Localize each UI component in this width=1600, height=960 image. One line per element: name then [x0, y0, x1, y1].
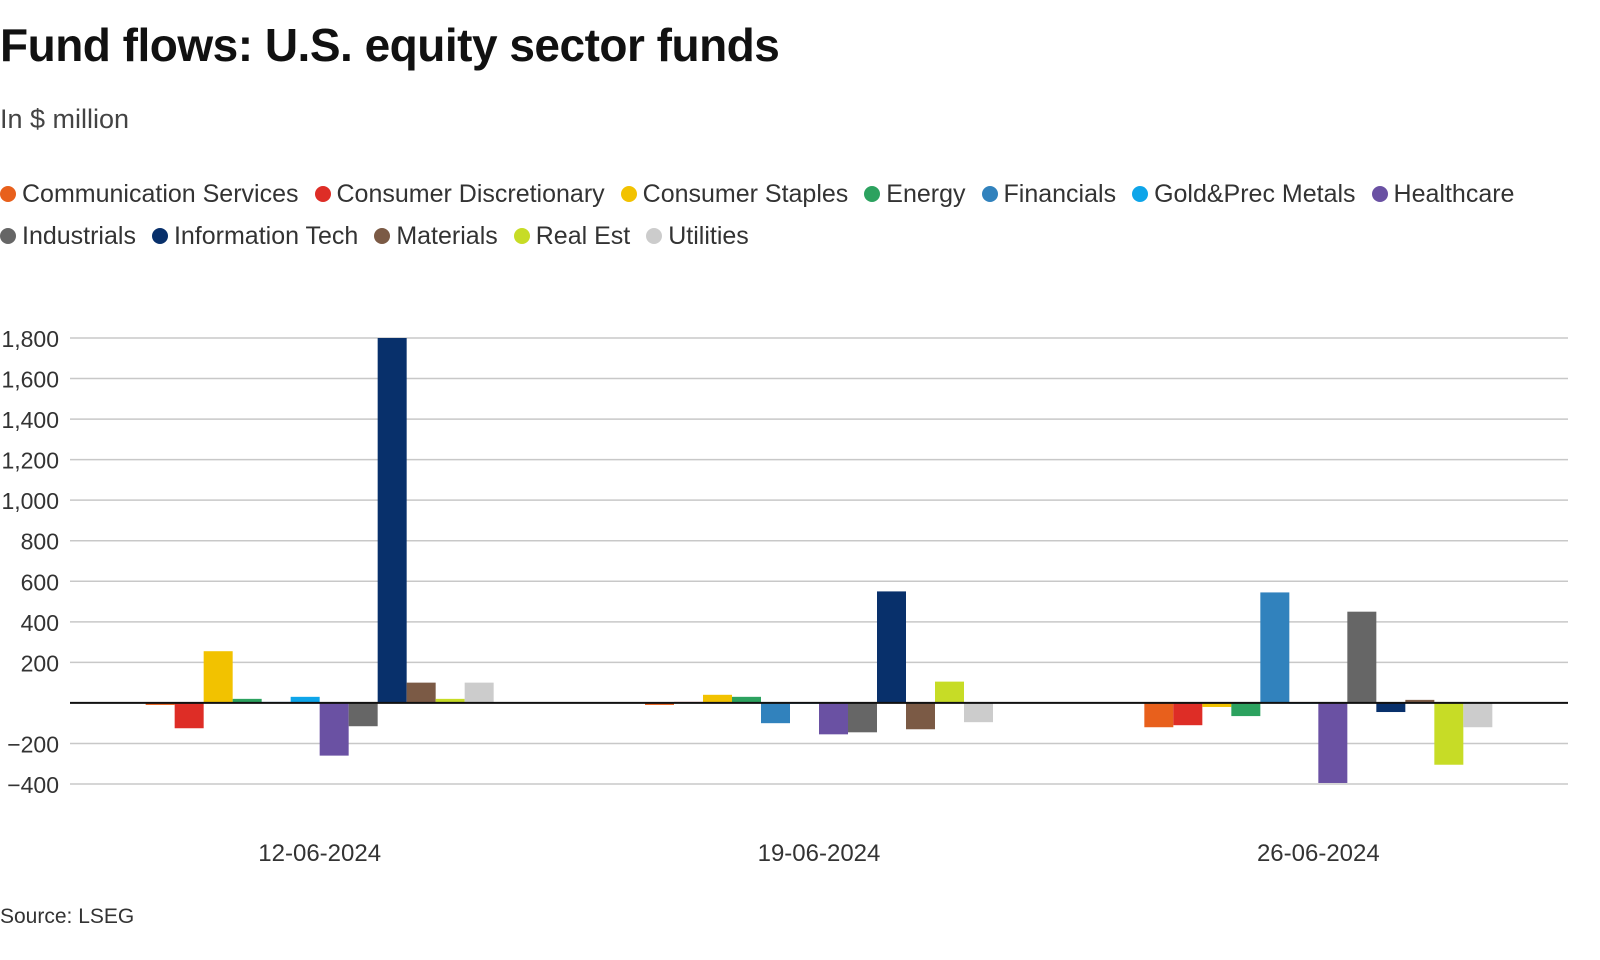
legend-swatch [0, 186, 16, 202]
y-tick-label: −200 [7, 731, 59, 757]
chart-legend: Communication Services Consumer Discretio… [0, 180, 1580, 250]
chart-title: Fund flows: U.S. equity sector funds [0, 19, 780, 71]
bar-industrials-26-06-2024 [1347, 611, 1377, 703]
y-tick-label: 800 [21, 529, 59, 555]
y-tick-label: 200 [21, 650, 59, 676]
legend-swatch [620, 186, 637, 202]
legend-item-healthcare: Healthcare [1371, 179, 1515, 208]
y-tick-label: 1,600 [1, 367, 59, 393]
y-tick-label: 1,400 [1, 407, 59, 433]
legend-swatch [1371, 186, 1388, 202]
bar-utilities-19-06-2024 [964, 702, 993, 723]
x-tick-label: 19-06-2024 [758, 840, 881, 867]
y-tick-label: 1,800 [1, 326, 59, 352]
bar-utilities-26-06-2024 [1463, 702, 1493, 728]
legend-item-communication-services: Communication Services [0, 180, 299, 208]
bar-information-tech-12-06-2024 [377, 338, 407, 703]
bar-communication-services-26-06-2024 [1144, 702, 1174, 728]
bar-real-est-26-06-2024 [1434, 702, 1464, 765]
bar-financials-26-06-2024 [1260, 592, 1290, 703]
legend-label: Industrials [22, 221, 136, 250]
x-tick-label: 12-06-2024 [258, 840, 381, 867]
bar-industrials-19-06-2024 [848, 702, 877, 733]
bar-communication-services-12-06-2024 [145, 702, 175, 705]
legend-label: Consumer Discretionary [336, 179, 605, 208]
legend-label: Materials [396, 221, 498, 250]
bar-real-est-12-06-2024 [435, 698, 465, 703]
legend-item-financials: Financials [981, 179, 1117, 208]
source-note: Source: LSEG [0, 905, 135, 928]
y-tick-label: 400 [21, 610, 59, 636]
legend-item-information-tech: Information Tech [151, 221, 359, 250]
y-tick-label: 1,000 [1, 488, 59, 514]
bar-energy-26-06-2024 [1231, 702, 1261, 717]
bar-utilities-12-06-2024 [464, 682, 494, 703]
legend-label: Consumer Staples [642, 179, 849, 208]
bar-healthcare-12-06-2024 [319, 702, 349, 756]
bar-materials-26-06-2024 [1405, 699, 1435, 703]
y-tick-label: 1,200 [1, 448, 59, 474]
legend-swatch [374, 228, 391, 244]
legend-label: Gold&Prec Metals [1154, 179, 1356, 208]
bar-information-tech-26-06-2024 [1376, 702, 1406, 713]
bar-financials-19-06-2024 [761, 702, 790, 724]
bar-gold-prec-metals-12-06-2024 [290, 696, 320, 703]
legend-label: Energy [886, 179, 966, 208]
legend-swatch [314, 186, 331, 202]
bar-communication-services-19-06-2024 [645, 702, 674, 705]
bar-energy-12-06-2024 [232, 698, 262, 703]
legend-swatch [1132, 186, 1149, 202]
legend-swatch [0, 228, 16, 244]
bar-consumer-discretionary-12-06-2024 [174, 702, 204, 729]
y-tick-label: −400 [7, 772, 59, 798]
chart-subtitle: In $ million [0, 104, 130, 134]
legend-label: Communication Services [22, 179, 299, 208]
y-tick-label: 600 [21, 569, 59, 595]
legend-swatch [513, 228, 530, 244]
legend-label: Information Tech [173, 221, 359, 250]
legend-item-real-est: Real Est [513, 221, 631, 250]
legend-swatch [864, 186, 881, 202]
bar-healthcare-26-06-2024 [1318, 702, 1348, 783]
bar-consumer-staples-12-06-2024 [203, 651, 233, 703]
bar-consumer-staples-26-06-2024 [1202, 702, 1232, 707]
legend-label: Real Est [535, 221, 631, 250]
legend-item-utilities: Utilities [646, 222, 749, 250]
bar-energy-19-06-2024 [732, 696, 761, 703]
legend-item-industrials: Industrials [0, 222, 136, 250]
legend-item-energy: Energy [864, 179, 966, 208]
bar-consumer-discretionary-26-06-2024 [1173, 702, 1203, 726]
legend-label: Utilities [668, 221, 749, 250]
bar-consumer-staples-19-06-2024 [703, 694, 732, 703]
legend-item-gold-prec-metals: Gold&Prec Metals [1132, 179, 1356, 208]
legend-swatch [151, 228, 168, 244]
x-tick-label: 26-06-2024 [1257, 840, 1380, 867]
bar-information-tech-19-06-2024 [877, 591, 906, 703]
legend-item-consumer-staples: Consumer Staples [620, 179, 849, 208]
bar-industrials-12-06-2024 [348, 702, 378, 727]
bar-healthcare-19-06-2024 [819, 702, 848, 735]
bar-materials-12-06-2024 [406, 682, 436, 703]
legend-item-materials: Materials [374, 221, 498, 250]
legend-item-consumer-discretionary: Consumer Discretionary [314, 179, 605, 208]
legend-swatch [646, 228, 663, 244]
legend-swatch [981, 186, 998, 202]
legend-label: Financials [1003, 179, 1117, 208]
bar-materials-19-06-2024 [906, 702, 935, 730]
bar-real-est-19-06-2024 [935, 681, 964, 703]
legend-label: Healthcare [1393, 179, 1515, 208]
